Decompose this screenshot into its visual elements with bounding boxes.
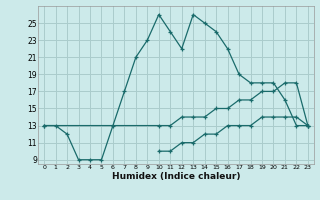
X-axis label: Humidex (Indice chaleur): Humidex (Indice chaleur) [112,172,240,181]
